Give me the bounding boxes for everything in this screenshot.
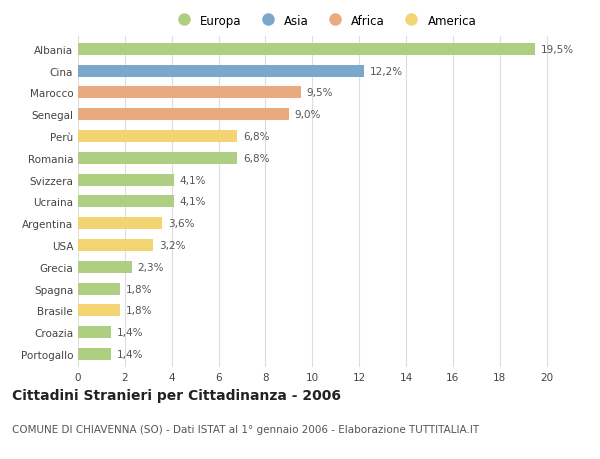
Text: 6,8%: 6,8%	[243, 153, 269, 163]
Text: 1,8%: 1,8%	[126, 306, 152, 316]
Text: 4,1%: 4,1%	[180, 197, 206, 207]
Bar	[78, 348, 111, 360]
Text: 19,5%: 19,5%	[541, 45, 574, 55]
Text: 4,1%: 4,1%	[180, 175, 206, 185]
Bar	[78, 131, 238, 143]
Text: COMUNE DI CHIAVENNA (SO) - Dati ISTAT al 1° gennaio 2006 - Elaborazione TUTTITAL: COMUNE DI CHIAVENNA (SO) - Dati ISTAT al…	[12, 425, 479, 435]
Bar	[78, 326, 111, 338]
Text: 2,3%: 2,3%	[138, 262, 164, 272]
Text: 9,0%: 9,0%	[295, 110, 321, 120]
Bar	[78, 66, 364, 78]
Bar	[78, 218, 163, 230]
Bar	[78, 283, 120, 295]
Bar	[78, 240, 153, 252]
Bar	[78, 261, 132, 273]
Bar	[78, 305, 120, 317]
Text: 1,8%: 1,8%	[126, 284, 152, 294]
Text: 12,2%: 12,2%	[370, 67, 403, 77]
Legend: Europa, Asia, Africa, America: Europa, Asia, Africa, America	[172, 15, 476, 28]
Bar	[78, 109, 289, 121]
Text: 3,6%: 3,6%	[168, 218, 194, 229]
Text: 9,5%: 9,5%	[307, 88, 333, 98]
Bar	[78, 152, 238, 164]
Bar	[78, 174, 174, 186]
Text: 6,8%: 6,8%	[243, 132, 269, 142]
Text: Cittadini Stranieri per Cittadinanza - 2006: Cittadini Stranieri per Cittadinanza - 2…	[12, 388, 341, 402]
Bar	[78, 196, 174, 208]
Text: 3,2%: 3,2%	[159, 241, 185, 251]
Bar	[78, 44, 535, 56]
Text: 1,4%: 1,4%	[116, 327, 143, 337]
Bar	[78, 87, 301, 99]
Text: 1,4%: 1,4%	[116, 349, 143, 359]
